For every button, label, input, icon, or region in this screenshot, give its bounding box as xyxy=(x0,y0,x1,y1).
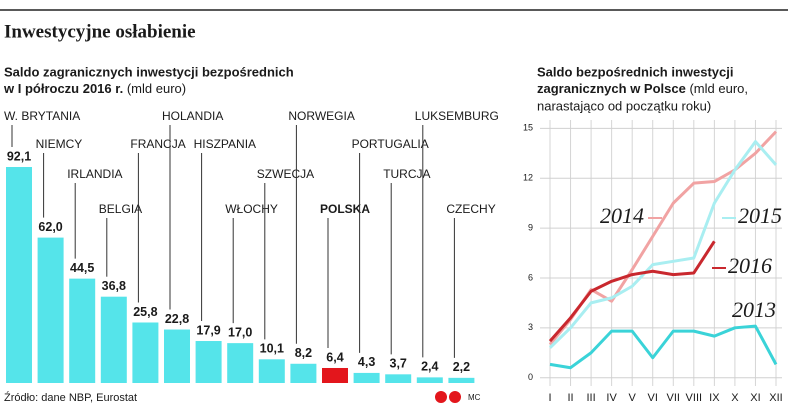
category-label: W. BRYTANIA xyxy=(4,109,80,123)
bar xyxy=(416,377,443,383)
category-label: NORWEGIA xyxy=(288,109,354,123)
bar xyxy=(353,372,380,383)
chart-title: Saldo bezpośrednich inwestycji xyxy=(537,64,734,79)
value-label: 22,8 xyxy=(165,312,189,326)
subtitle: Saldo zagranicznych inwestycji bezpośred… xyxy=(4,64,294,79)
bar xyxy=(132,322,159,383)
category-label: HISZPANIA xyxy=(194,137,256,151)
value-label: 25,8 xyxy=(133,305,157,319)
page-title: Inwestycyjne osłabienie xyxy=(4,21,196,42)
unit: narastająco od początku roku) xyxy=(537,98,711,113)
value-label: 10,1 xyxy=(260,342,284,356)
value-label: 8,2 xyxy=(295,346,312,360)
source: Źródło: dane NBP, Eurostat xyxy=(4,391,137,404)
subtitle: w I półroczu 2016 r. (mld euro) xyxy=(3,81,186,96)
category-label: CZECHY xyxy=(446,202,495,216)
series-line xyxy=(548,140,778,349)
y-tick-label: 3 xyxy=(528,322,533,332)
unit: (mld euro, xyxy=(689,81,748,96)
bar xyxy=(322,367,348,383)
y-tick-label: 9 xyxy=(528,222,533,232)
bar xyxy=(195,341,222,383)
category-label: LUKSEMBURG xyxy=(415,109,499,123)
category-label: PORTUGALIA xyxy=(352,137,429,151)
x-tick-label: IV xyxy=(606,392,617,404)
value-label: 3,7 xyxy=(390,357,407,371)
category-label: SZWECJA xyxy=(257,167,314,181)
value-label: 6,4 xyxy=(326,350,343,364)
bar xyxy=(385,374,412,383)
bar xyxy=(227,343,254,383)
subtitle-line: w I półroczu 2016 r. xyxy=(3,81,123,96)
category-label: WŁOCHY xyxy=(225,202,278,216)
value-label: 4,3 xyxy=(358,355,375,369)
x-tick-label: VI xyxy=(648,392,658,404)
value-label: 44,5 xyxy=(70,261,94,275)
series-label: 2014 xyxy=(600,203,644,228)
x-tick-label: XI xyxy=(750,392,760,404)
x-tick-label: XII xyxy=(769,392,782,404)
y-tick-label: 12 xyxy=(523,173,533,183)
y-tick-label: 15 xyxy=(523,123,533,133)
series-line xyxy=(549,324,778,370)
logo-dot xyxy=(449,391,461,403)
value-label: 36,8 xyxy=(102,279,126,293)
bar xyxy=(290,363,317,383)
bar xyxy=(6,167,32,383)
y-tick-label: 6 xyxy=(528,272,533,282)
category-label: IRLANDIA xyxy=(67,167,122,181)
category-label: TURCJA xyxy=(383,167,430,181)
series-line xyxy=(548,240,716,343)
series-label: 2015 xyxy=(738,203,782,228)
value-label: 17,9 xyxy=(196,323,220,337)
category-label: HOLANDIA xyxy=(162,109,223,123)
category-label: FRANCJA xyxy=(130,137,185,151)
category-label: POLSKA xyxy=(320,202,370,216)
title-line: zagranicznych w Polsce xyxy=(537,81,686,96)
bar xyxy=(100,296,127,383)
value-label: 62,0 xyxy=(38,220,62,234)
y-tick-label: 0 xyxy=(528,372,533,382)
bar xyxy=(448,377,475,383)
bar xyxy=(37,237,64,383)
x-tick-label: V xyxy=(629,392,637,404)
unit: (mld euro) xyxy=(127,81,186,96)
value-label: 92,1 xyxy=(7,149,31,163)
category-label: BELGIA xyxy=(99,202,142,216)
value-label: 17,0 xyxy=(228,325,252,339)
bar xyxy=(258,359,285,383)
value-label: 2,2 xyxy=(453,360,470,374)
x-tick-label: VII xyxy=(667,392,680,404)
series-label: 2016 xyxy=(728,253,772,278)
x-tick-label: III xyxy=(587,392,596,404)
logo xyxy=(435,391,461,403)
credit: MC xyxy=(468,393,481,402)
x-tick-label: X xyxy=(731,392,739,404)
x-tick-label: IX xyxy=(709,392,720,404)
bar xyxy=(164,329,190,383)
category-label: NIEMCY xyxy=(36,137,83,151)
x-tick-label: VIII xyxy=(686,392,703,404)
series-label: 2013 xyxy=(732,297,776,322)
x-tick-label: I xyxy=(548,392,551,404)
x-tick-label: II xyxy=(567,392,573,404)
bar xyxy=(69,278,96,383)
logo-dot xyxy=(435,391,447,403)
value-label: 2,4 xyxy=(421,360,438,374)
chart-title: zagranicznych w Polsce (mld euro, xyxy=(537,81,748,96)
